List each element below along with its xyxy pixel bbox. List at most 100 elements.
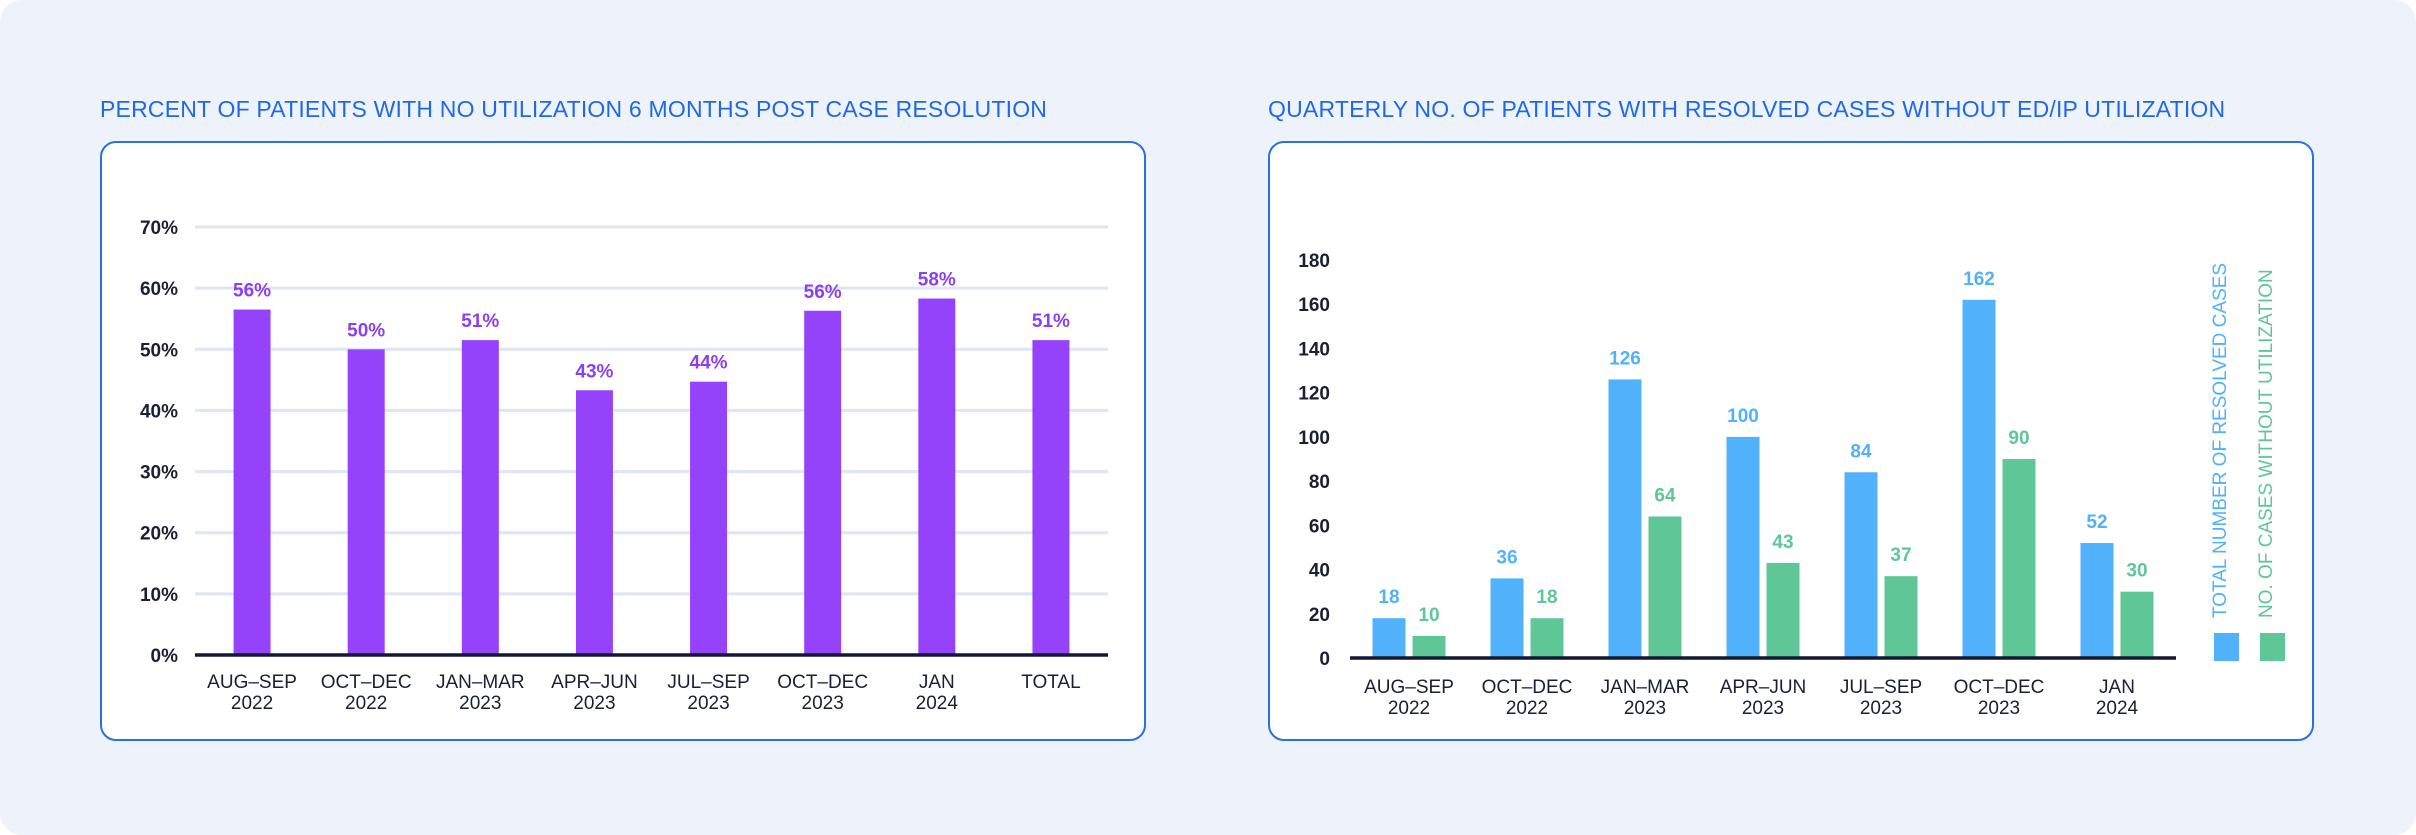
bar-total-resolved [1372,618,1406,658]
bar-without-utilization [1648,516,1682,658]
data-label: 58% [918,270,956,291]
x-tick-label: JUL–SEP [1840,677,1922,698]
x-tick-label: JAN–MAR [436,672,525,693]
y-tick-label: 20% [140,524,178,545]
bar [575,390,613,655]
y-tick-label: 60 [1309,516,1330,537]
data-label: 43% [575,361,613,382]
bar-without-utilization [2120,591,2154,658]
bar-total-resolved [1490,578,1524,658]
data-label: 43 [1772,532,1793,553]
bar [461,340,499,655]
bar-total-resolved [1962,299,1996,658]
y-tick-label: 160 [1298,295,1330,316]
y-tick-label: 80 [1309,472,1330,493]
bar [804,310,842,655]
y-tick-label: 40 [1309,561,1330,582]
data-label: 36 [1496,547,1517,568]
y-tick-label: 60% [140,279,178,300]
x-tick-label: OCT–DEC [1482,677,1573,698]
x-tick-label: AUG–SEP [207,672,297,693]
bar [690,381,728,655]
y-tick-label: 30% [140,463,178,484]
data-label: 37 [1890,545,1911,566]
x-tick-label: APR–JUN [551,672,638,693]
data-label: 84 [1850,441,1872,462]
x-tick-label: OCT–DEC [1954,677,2045,698]
data-label: 50% [347,320,385,341]
x-tick-label: OCT–DEC [321,672,412,693]
x-tick-label: OCT–DEC [777,672,868,693]
data-label: 126 [1609,348,1641,369]
data-label: 18 [1378,587,1399,608]
y-tick-label: 40% [140,401,178,422]
x-tick-label: 2022 [231,693,273,714]
data-label: 52 [2086,512,2107,533]
x-tick-label: 2023 [1624,698,1666,719]
y-tick-label: 10% [140,585,178,606]
data-label: 30 [2126,561,2147,582]
x-tick-label: 2023 [802,693,844,714]
legend-swatch [2260,633,2285,661]
y-tick-label: 70% [140,218,178,239]
bar-total-resolved [2080,543,2114,658]
data-label: 56% [804,282,842,303]
bar-without-utilization [1884,576,1918,658]
bar-without-utilization [1530,618,1564,658]
bar [918,298,956,655]
x-tick-label: JAN [919,672,955,693]
bar [233,309,271,655]
data-label: 10 [1418,605,1439,626]
data-label: 44% [690,353,728,374]
data-label: 51% [1032,311,1070,332]
x-tick-label: 2023 [687,693,729,714]
bar-without-utilization [1412,635,1446,658]
data-label: 56% [233,281,271,302]
bar [1032,340,1070,655]
legend-label: NO. OF CASES WITHOUT UTILIZATION [2256,269,2277,618]
y-tick-label: 180 [1298,251,1330,272]
bar-without-utilization [2002,459,2036,658]
bar [347,349,385,655]
x-tick-label: APR–JUN [1720,677,1807,698]
x-tick-label: JUL–SEP [667,672,749,693]
y-tick-label: 0% [151,646,179,667]
x-tick-label: 2022 [1506,698,1548,719]
y-tick-label: 120 [1298,384,1330,405]
data-label: 90 [2008,428,2029,449]
data-label: 100 [1727,406,1759,427]
x-tick-label: 2024 [2096,698,2139,719]
data-label: 64 [1654,485,1676,506]
bar-total-resolved [1844,472,1878,658]
bar-without-utilization [1766,562,1800,658]
x-tick-label: JAN–MAR [1601,677,1690,698]
x-tick-label: AUG–SEP [1364,677,1454,698]
left-chart-title: PERCENT OF PATIENTS WITH NO UTILIZATION … [100,96,1048,122]
y-tick-label: 20 [1309,605,1330,626]
data-label: 162 [1963,269,1995,290]
x-tick-label: TOTAL [1021,672,1080,693]
y-tick-label: 50% [140,340,178,361]
x-tick-label: 2023 [1978,698,2020,719]
y-tick-label: 100 [1298,428,1330,449]
x-tick-label: 2023 [1860,698,1902,719]
x-tick-label: 2022 [345,693,387,714]
x-tick-label: 2022 [1388,698,1430,719]
x-tick-label: 2023 [573,693,615,714]
x-tick-label: JAN [2099,677,2135,698]
bar-total-resolved [1726,436,1760,658]
data-label: 18 [1536,587,1557,608]
data-label: 51% [461,311,499,332]
x-tick-label: 2023 [459,693,501,714]
x-tick-label: 2023 [1742,698,1784,719]
left-chart-panel [100,141,1146,741]
y-tick-label: 0 [1319,649,1330,670]
bar-total-resolved [1608,379,1642,658]
x-tick-label: 2024 [916,693,959,714]
legend-label: TOTAL NUMBER OF RESOLVED CASES [2210,263,2231,618]
right-chart-title: QUARTERLY NO. OF PATIENTS WITH RESOLVED … [1268,96,2226,122]
legend-swatch [2214,633,2239,661]
y-tick-label: 140 [1298,339,1330,360]
